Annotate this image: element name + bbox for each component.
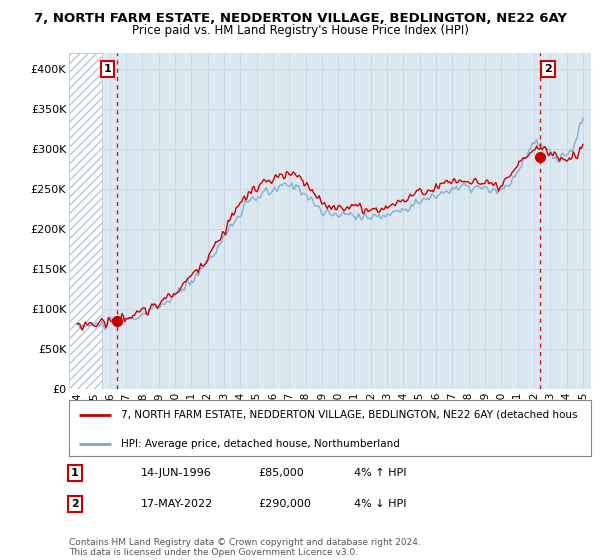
Text: 2: 2 xyxy=(544,64,552,74)
Text: Contains HM Land Registry data © Crown copyright and database right 2024.
This d: Contains HM Land Registry data © Crown c… xyxy=(69,538,421,557)
Text: 1: 1 xyxy=(71,468,79,478)
Text: 4% ↓ HPI: 4% ↓ HPI xyxy=(354,499,407,509)
Text: 1: 1 xyxy=(104,64,112,74)
Text: 17-MAY-2022: 17-MAY-2022 xyxy=(141,499,213,509)
Bar xyxy=(69,53,101,389)
Text: 7, NORTH FARM ESTATE, NEDDERTON VILLAGE, BEDLINGTON, NE22 6AY (detached hous: 7, NORTH FARM ESTATE, NEDDERTON VILLAGE,… xyxy=(121,410,578,420)
Text: 14-JUN-1996: 14-JUN-1996 xyxy=(141,468,212,478)
Text: £290,000: £290,000 xyxy=(258,499,311,509)
Text: 7, NORTH FARM ESTATE, NEDDERTON VILLAGE, BEDLINGTON, NE22 6AY: 7, NORTH FARM ESTATE, NEDDERTON VILLAGE,… xyxy=(34,12,566,25)
Text: 4% ↑ HPI: 4% ↑ HPI xyxy=(354,468,407,478)
Text: Price paid vs. HM Land Registry's House Price Index (HPI): Price paid vs. HM Land Registry's House … xyxy=(131,24,469,36)
Text: 2: 2 xyxy=(71,499,79,509)
Text: HPI: Average price, detached house, Northumberland: HPI: Average price, detached house, Nort… xyxy=(121,439,400,449)
Text: £85,000: £85,000 xyxy=(258,468,304,478)
